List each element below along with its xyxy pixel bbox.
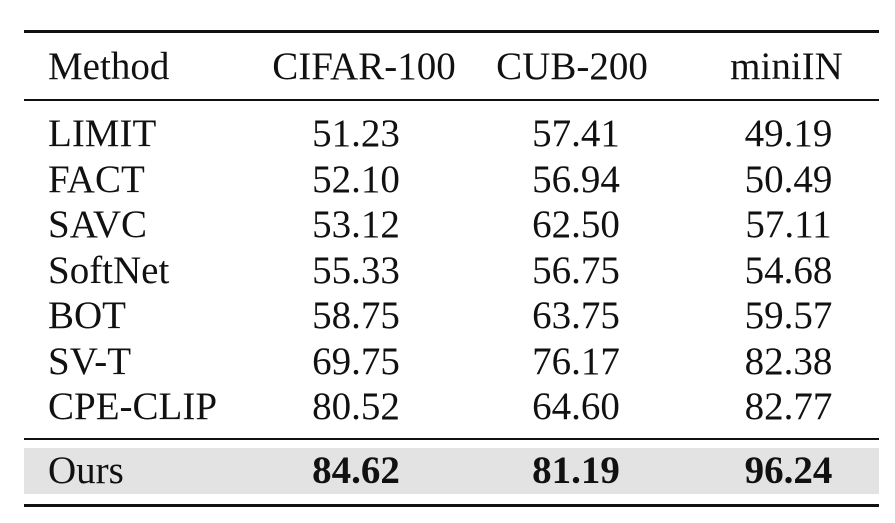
table-row: CPE-CLIP 80.52 64.60 82.77	[24, 384, 879, 430]
miniin-cell: 54.68	[744, 248, 833, 292]
method-cell: FACT	[48, 157, 145, 201]
cifar-100-cell-ours: 84.62	[312, 449, 400, 492]
results-table: Method CIFAR-100 CUB-200 miniIN LIMIT 51…	[24, 30, 879, 507]
method-cell: LIMIT	[48, 112, 157, 156]
cub-200-cell: 63.75	[532, 294, 620, 338]
ours-row: Ours 84.62 81.19 96.24	[24, 448, 879, 494]
cifar-100-cell: 52.10	[312, 157, 400, 201]
cub-200-cell-ours: 81.19	[532, 449, 620, 492]
method-cell-ours: Ours	[48, 449, 124, 492]
table-row: BOT 58.75 63.75 59.57	[24, 293, 879, 339]
method-cell: SV-T	[48, 339, 132, 383]
mid-rule	[24, 437, 879, 440]
method-cell: BOT	[48, 294, 126, 338]
miniin-cell: 82.77	[744, 385, 833, 429]
cub-200-cell: 56.75	[532, 248, 620, 292]
header-cifar-100: CIFAR-100	[272, 44, 456, 88]
header-cub-200: CUB-200	[496, 44, 648, 88]
cub-200-cell: 64.60	[532, 385, 620, 429]
top-rule	[24, 30, 879, 33]
table-row: SAVC 53.12 62.50 57.11	[24, 202, 879, 248]
method-cell: SoftNet	[48, 248, 170, 292]
bottom-rule	[24, 503, 879, 507]
cifar-100-cell: 69.75	[312, 339, 400, 383]
table-row: SV-T 69.75 76.17 82.38	[24, 339, 879, 385]
cub-200-cell: 76.17	[532, 339, 620, 383]
miniin-cell: 49.19	[744, 112, 833, 156]
header-method: Method	[48, 44, 170, 88]
miniin-cell: 59.57	[744, 294, 833, 338]
header-rule	[24, 99, 879, 101]
method-cell: SAVC	[48, 203, 148, 247]
cub-200-cell: 62.50	[532, 203, 620, 247]
miniin-cell: 50.49	[744, 157, 833, 201]
cub-200-cell: 57.41	[532, 112, 620, 156]
cifar-100-cell: 53.12	[312, 203, 400, 247]
cifar-100-cell: 51.23	[312, 112, 400, 156]
table-row: SoftNet 55.33 56.75 54.68	[24, 248, 879, 294]
miniin-cell: 57.11	[745, 203, 832, 247]
miniin-cell: 82.38	[744, 339, 833, 383]
table-row: LIMIT 51.23 57.41 49.19	[24, 111, 879, 157]
miniin-cell-ours: 96.24	[744, 449, 833, 492]
table-body: LIMIT 51.23 57.41 49.19 FACT 52.10 56.94…	[24, 101, 879, 438]
ours-highlight-band: Ours 84.62 81.19 96.24	[24, 447, 879, 494]
table-row: FACT 52.10 56.94 50.49	[24, 157, 879, 203]
cifar-100-cell: 55.33	[312, 248, 400, 292]
table-header-row: Method CIFAR-100 CUB-200 miniIN	[24, 33, 879, 99]
cub-200-cell: 56.94	[532, 157, 620, 201]
method-cell: CPE-CLIP	[48, 385, 218, 429]
cifar-100-cell: 80.52	[312, 385, 400, 429]
header-miniin: miniIN	[730, 44, 843, 88]
cifar-100-cell: 58.75	[312, 294, 400, 338]
